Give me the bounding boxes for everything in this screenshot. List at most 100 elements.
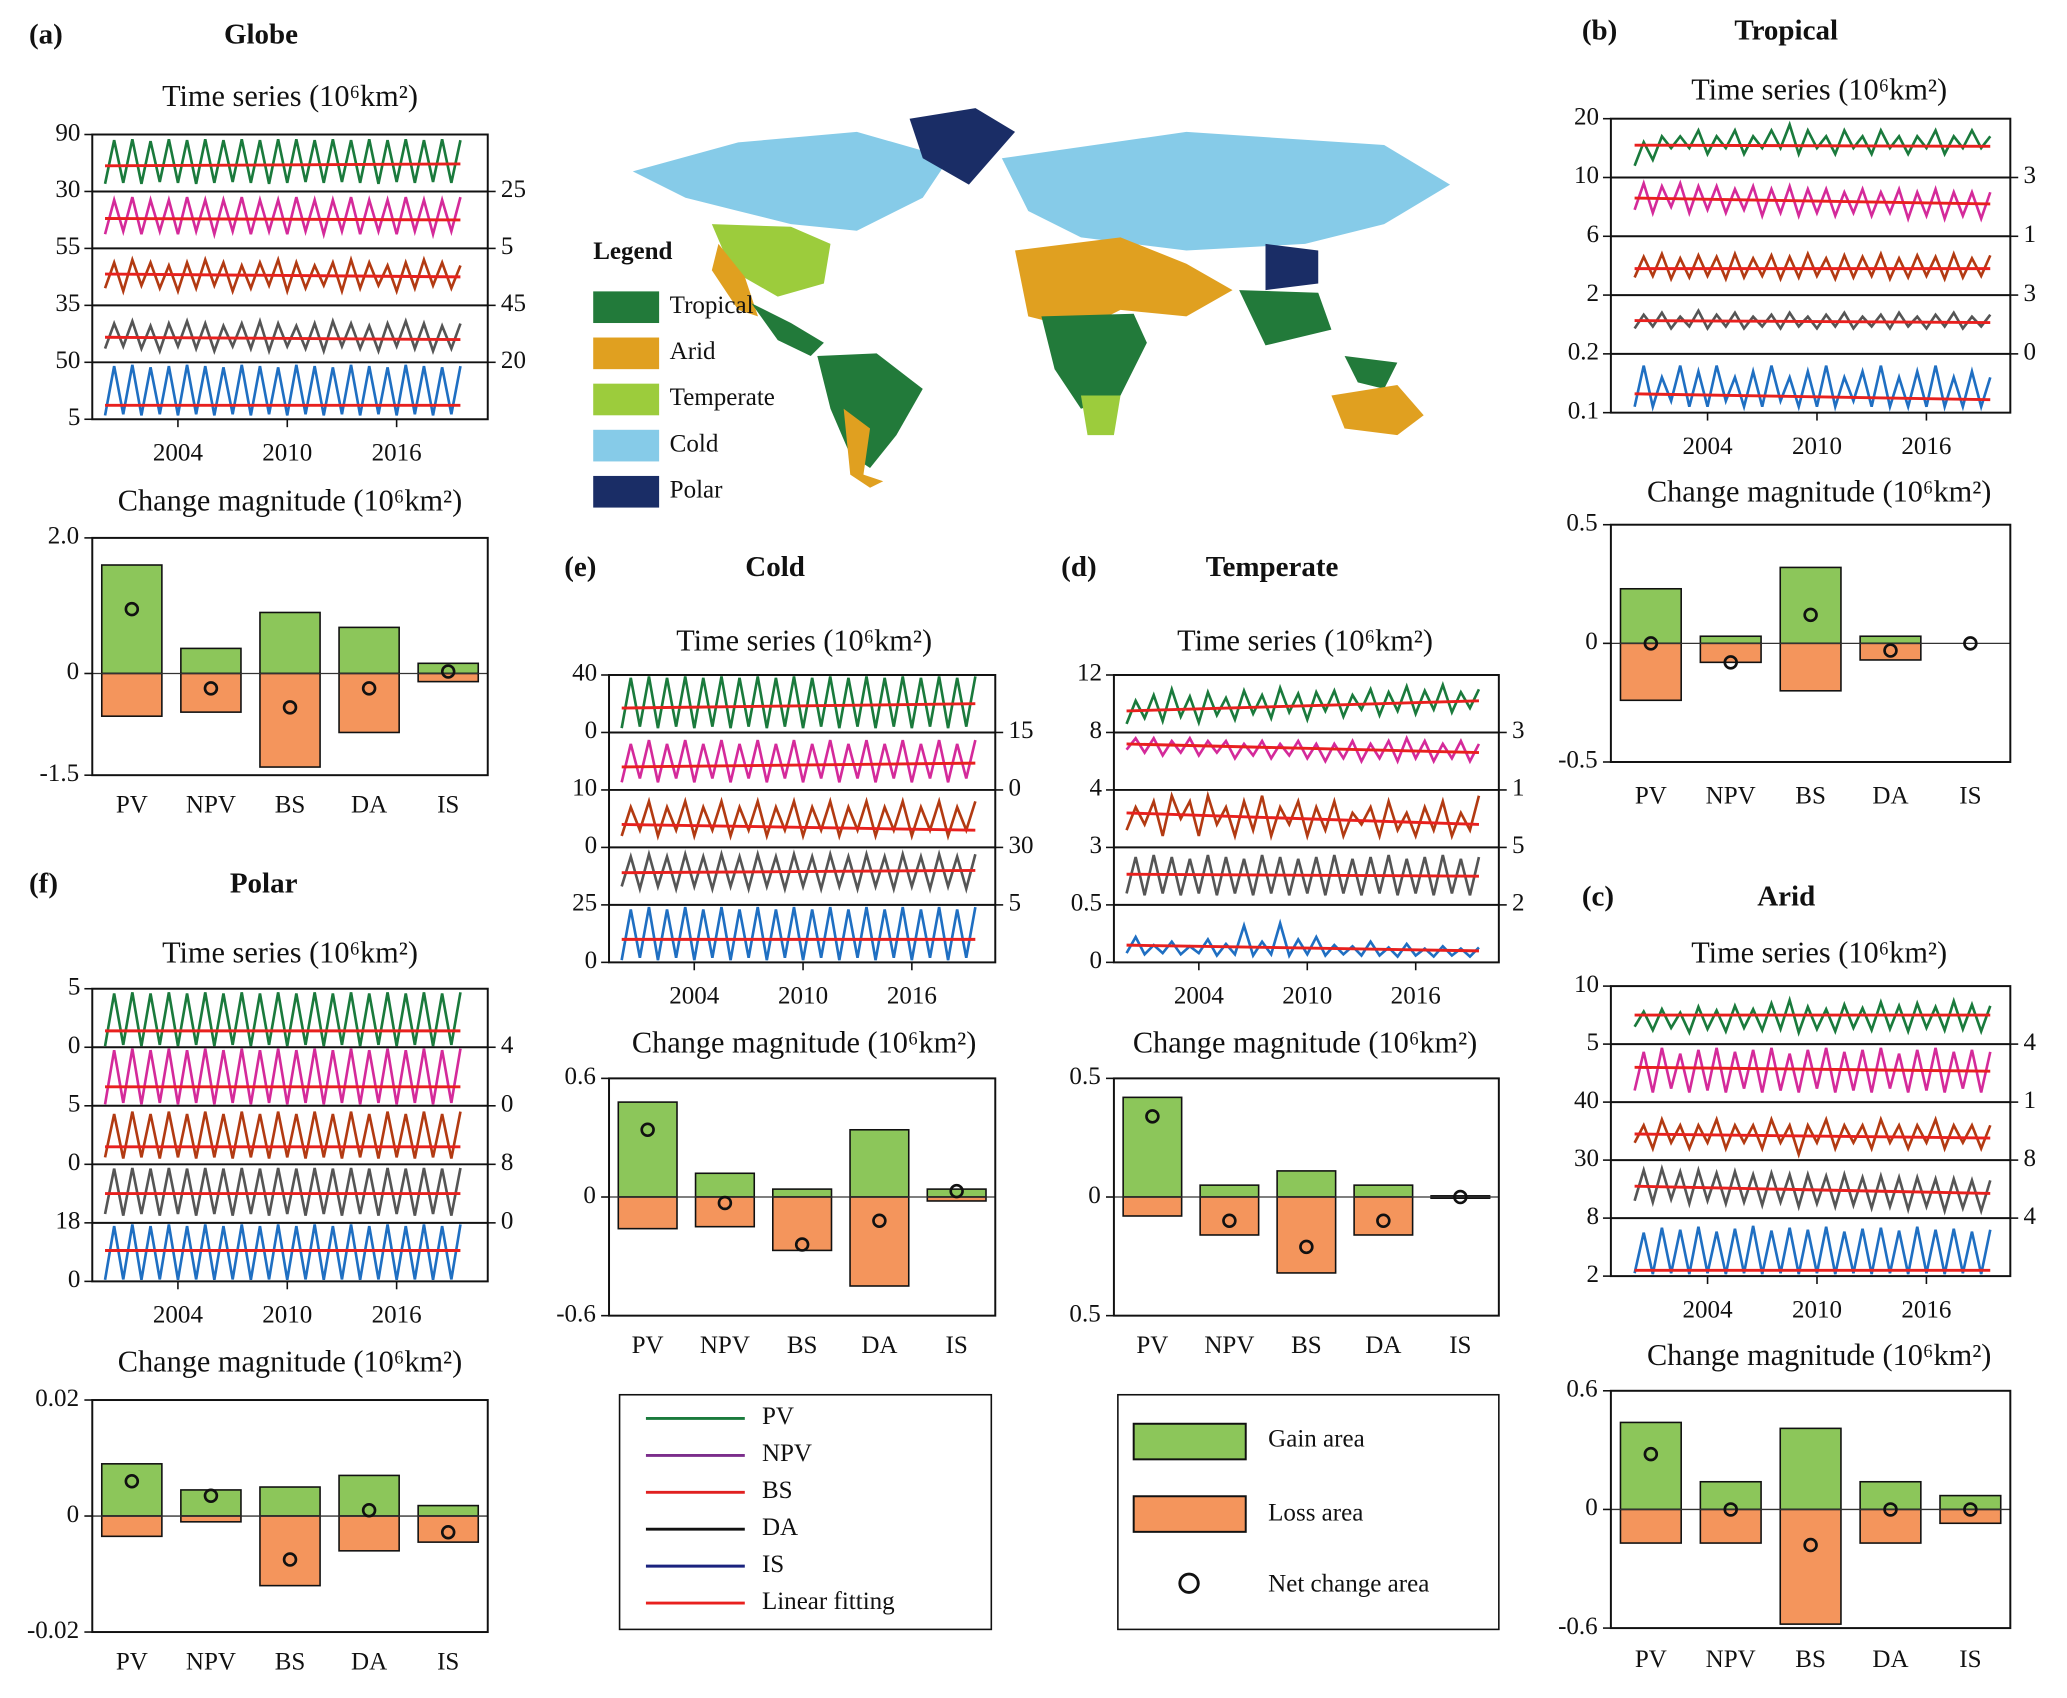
gain-bar xyxy=(617,1101,678,1198)
map-region xyxy=(1080,395,1121,436)
y-tick-label: 6 xyxy=(1587,221,1600,248)
gain-bar xyxy=(338,1474,400,1517)
map-region xyxy=(1331,384,1424,436)
series-line xyxy=(1633,365,1992,412)
series-line xyxy=(1633,995,1992,1037)
y-tick-label: 40 xyxy=(1574,1087,1599,1114)
x-tick-label: 2016 xyxy=(372,440,422,467)
y-tick-label: 0 xyxy=(1088,1182,1101,1209)
x-tick-label: 2016 xyxy=(372,1302,422,1329)
net-marker xyxy=(1723,655,1738,670)
gain-bar xyxy=(1859,1480,1922,1511)
map-region xyxy=(1041,313,1147,409)
panel-label: (e) xyxy=(564,551,596,583)
x-tick-label: DA xyxy=(1365,1332,1401,1359)
y2-tick-label: 30 xyxy=(1008,832,1033,859)
plot-frame xyxy=(1609,117,2012,414)
y-tick-label: 40 xyxy=(572,660,597,687)
plot-frame xyxy=(91,987,489,1283)
map-region xyxy=(1239,290,1332,346)
y-tick-label: 3 xyxy=(1090,832,1103,859)
legend-swatch xyxy=(593,383,660,416)
loss-bar xyxy=(1699,642,1762,664)
gain-bar xyxy=(1276,1170,1337,1198)
map-region xyxy=(817,353,923,469)
gain-bar xyxy=(1779,1427,1842,1511)
loss-bar xyxy=(617,1196,678,1230)
series-line xyxy=(1125,734,1481,765)
legend-label: Loss area xyxy=(1268,1499,1363,1526)
loss-bar xyxy=(849,1196,910,1287)
gain-bar xyxy=(1699,1480,1762,1511)
series-line xyxy=(103,1111,462,1159)
legend-swatch xyxy=(593,291,660,324)
legend-label: Tropical xyxy=(670,292,754,319)
net-marker xyxy=(203,1488,219,1503)
x-tick-label: NPV xyxy=(186,1648,236,1675)
legend-swatch xyxy=(593,337,660,370)
y-tick-label: -0.5 xyxy=(1558,747,1598,774)
net-marker xyxy=(794,1237,810,1252)
gain-bar xyxy=(100,1463,163,1517)
loss-bar xyxy=(1122,1196,1183,1217)
net-marker xyxy=(1643,636,1659,651)
y-tick-label: 0.2 xyxy=(1568,339,1599,366)
y2-tick-label: 4 xyxy=(2023,1203,2036,1230)
net-marker xyxy=(1222,1213,1237,1228)
net-marker xyxy=(1883,643,1898,658)
y-tick-label: 0.6 xyxy=(1566,1376,1597,1403)
y2-tick-label: 0 xyxy=(501,1208,514,1235)
x-tick-label: BS xyxy=(1795,1646,1826,1673)
gain-bar xyxy=(180,647,242,675)
net-marker xyxy=(1643,1446,1659,1462)
y-tick-label: 55 xyxy=(55,233,80,260)
legend-swatch xyxy=(593,429,660,462)
plot-frame xyxy=(1609,985,2012,1278)
gain-bar xyxy=(1619,587,1682,645)
x-tick-label: 2004 xyxy=(1683,433,1734,460)
y-tick-label: 0.5 xyxy=(1069,1063,1100,1090)
x-tick-label: PV xyxy=(1136,1332,1168,1359)
fit-line xyxy=(1634,1065,1991,1073)
y-tick-label: 0.5 xyxy=(1071,890,1102,917)
x-tick-label: IS xyxy=(437,1648,459,1675)
fit-line xyxy=(1634,319,1991,324)
gain-bar xyxy=(1619,1421,1682,1511)
x-tick-label: IS xyxy=(1959,1646,1981,1673)
x-tick-label: 2004 xyxy=(669,983,720,1010)
chart-subtitle: Time series (10⁶km²) xyxy=(676,623,932,657)
series-line xyxy=(103,364,462,416)
y-tick-label: 0 xyxy=(1585,1494,1598,1521)
gain-bar xyxy=(1859,635,1922,645)
y-tick-label: 0 xyxy=(585,717,598,744)
fit-line xyxy=(1126,742,1479,755)
map-region xyxy=(711,224,831,297)
chart-title: Change magnitude (10⁶km²) xyxy=(118,484,462,518)
y-tick-label: 5 xyxy=(68,404,81,431)
y-tick-label: 0 xyxy=(583,1182,596,1209)
fit-line xyxy=(1126,872,1479,878)
fit-line xyxy=(1126,699,1480,713)
y2-tick-label: 5 xyxy=(501,233,514,260)
y-tick-label: 0.6 xyxy=(565,1063,596,1090)
net-marker xyxy=(1963,636,1978,651)
loss-bar xyxy=(1276,1196,1337,1274)
legend-label: Polar xyxy=(670,477,724,504)
map-region xyxy=(909,108,1016,185)
x-tick-label: PV xyxy=(116,792,148,819)
y2-tick-label: 4 xyxy=(2023,1029,2036,1056)
y-tick-label: 2 xyxy=(1587,280,1600,307)
plot-frame xyxy=(1112,674,1500,964)
fit-line xyxy=(105,272,461,279)
map-region xyxy=(1001,131,1451,251)
series-line xyxy=(103,316,462,356)
x-tick-label: 2010 xyxy=(1792,1296,1842,1323)
series-line xyxy=(1633,1225,1992,1275)
chart-subtitle: Time series (10⁶km²) xyxy=(162,936,418,970)
plot-frame xyxy=(608,1077,997,1317)
gain-bar xyxy=(849,1128,910,1198)
series-line xyxy=(1125,918,1480,959)
x-tick-label: NPV xyxy=(1706,782,1756,809)
fit-line xyxy=(621,761,976,769)
